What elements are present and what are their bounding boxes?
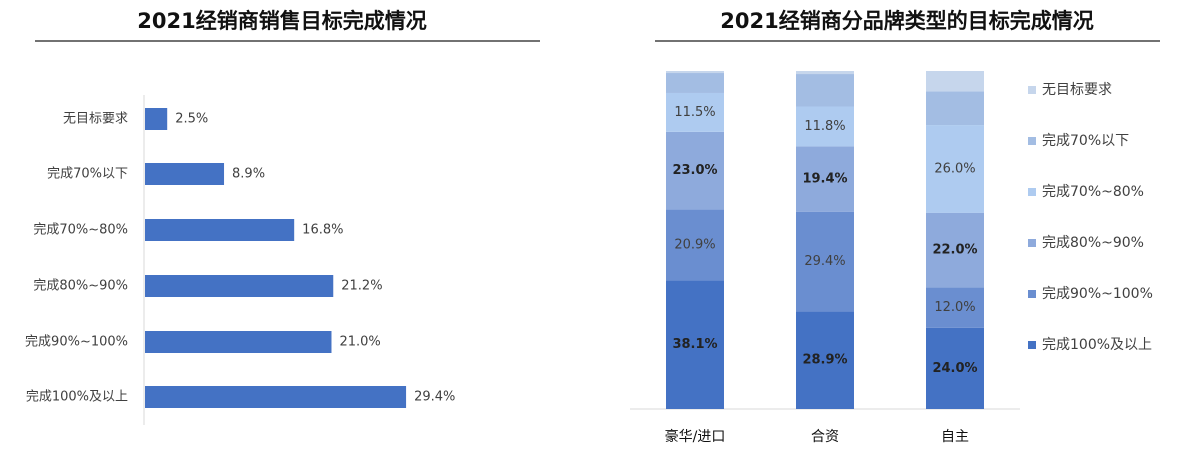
bar-segment: [796, 311, 854, 409]
bar-segment: [926, 91, 984, 126]
value-label: 19.4%: [802, 172, 847, 187]
value-label: 20.9%: [674, 237, 715, 252]
chart-title: 2021经销商销售目标完成情况: [137, 9, 426, 33]
x-tick-label: 豪华/进口: [665, 429, 726, 445]
legend-swatch: [1028, 341, 1036, 349]
bar: [145, 331, 332, 353]
legend-label: 完成70%~80%: [1042, 184, 1144, 200]
value-label: 2.5%: [175, 112, 208, 127]
bar-segment: [796, 71, 854, 75]
chart-title: 2021经销商分品牌类型的目标完成情况: [720, 9, 1093, 33]
value-label: 24.0%: [932, 361, 977, 376]
legend-swatch: [1028, 239, 1036, 247]
bar: [145, 108, 168, 130]
bar-segment: [666, 92, 724, 132]
y-tick-label: 完成70%以下: [47, 167, 128, 182]
legend-swatch: [1028, 86, 1036, 94]
value-label: 21.0%: [339, 335, 380, 350]
value-label: 29.4%: [804, 254, 845, 269]
y-tick-label: 完成100%及以上: [26, 390, 128, 405]
bar-segment: [926, 212, 984, 288]
legend-swatch: [1028, 290, 1036, 298]
legend-label: 无目标要求: [1042, 82, 1112, 98]
value-label: 22.0%: [932, 243, 977, 258]
value-label: 21.2%: [341, 279, 382, 294]
x-tick-label: 合资: [811, 429, 839, 445]
value-label: 8.9%: [232, 167, 265, 182]
value-label: 23.0%: [672, 163, 717, 178]
value-label: 38.1%: [672, 337, 717, 352]
value-label: 12.0%: [934, 300, 975, 315]
value-label: 11.5%: [674, 105, 715, 120]
legend-label: 完成70%以下: [1042, 133, 1129, 149]
value-label: 28.9%: [802, 353, 847, 368]
y-tick-label: 完成90%~100%: [25, 335, 128, 350]
legend-swatch: [1028, 188, 1036, 196]
legend-swatch: [1028, 137, 1036, 145]
y-tick-label: 完成80%~90%: [33, 279, 128, 294]
legend-label: 完成90%~100%: [1042, 286, 1153, 302]
legend-label: 完成100%及以上: [1042, 337, 1152, 353]
x-tick-label: 自主: [941, 429, 969, 445]
bar-segment: [926, 287, 984, 328]
value-label: 11.8%: [804, 119, 845, 134]
bar-segment: [796, 74, 854, 107]
bar-segment: [796, 106, 854, 147]
bar-segment: [926, 327, 984, 409]
legend-label: 完成80%~90%: [1042, 235, 1144, 251]
y-tick-label: 无目标要求: [63, 112, 128, 127]
bar-segment: [666, 209, 724, 281]
bar: [145, 275, 334, 297]
bar-segment: [666, 131, 724, 210]
bar-segment: [666, 73, 724, 93]
value-label: 26.0%: [934, 162, 975, 177]
bar: [145, 386, 407, 408]
bar: [145, 163, 225, 185]
bar-segment: [666, 71, 724, 74]
y-tick-label: 完成70%~80%: [33, 223, 128, 238]
bar-segment: [796, 146, 854, 212]
bar-segment: [926, 71, 984, 92]
bar-segment: [666, 280, 724, 409]
bar: [145, 219, 295, 241]
value-label: 29.4%: [414, 390, 455, 405]
value-label: 16.8%: [302, 223, 343, 238]
bar-segment: [926, 125, 984, 213]
bar-segment: [796, 211, 854, 312]
